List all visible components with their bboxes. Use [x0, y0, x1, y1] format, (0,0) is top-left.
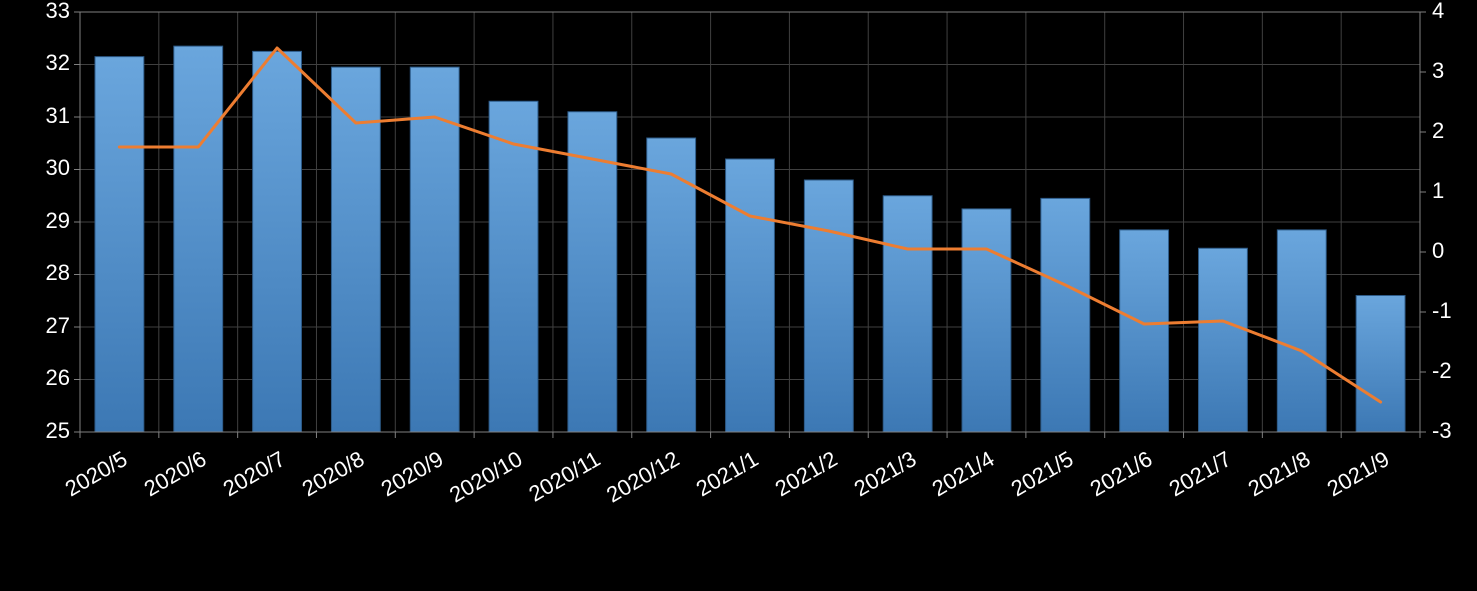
- left-axis-label: 25: [46, 418, 70, 444]
- right-axis-label: -3: [1432, 418, 1452, 444]
- right-axis-label: -1: [1432, 298, 1452, 324]
- left-axis-label: 27: [46, 313, 70, 339]
- left-axis-label: 33: [46, 0, 70, 24]
- bar: [1356, 296, 1405, 433]
- right-axis-label: 3: [1432, 58, 1444, 84]
- left-axis-label: 26: [46, 365, 70, 391]
- left-axis-label: 30: [46, 155, 70, 181]
- bar: [253, 51, 302, 432]
- bar: [962, 209, 1011, 432]
- bar: [1041, 198, 1090, 432]
- right-axis-label: 2: [1432, 118, 1444, 144]
- bar: [726, 159, 775, 432]
- bar: [1199, 248, 1248, 432]
- bar: [883, 196, 932, 432]
- right-axis-label: 0: [1432, 238, 1444, 264]
- bar: [1277, 230, 1326, 432]
- bar: [804, 180, 853, 432]
- bar: [174, 46, 223, 432]
- right-axis-label: 4: [1432, 0, 1444, 24]
- left-axis-label: 32: [46, 50, 70, 76]
- right-axis-label: -2: [1432, 358, 1452, 384]
- bar: [95, 57, 144, 432]
- left-axis-label: 28: [46, 260, 70, 286]
- bar: [489, 101, 538, 432]
- combo-chart: 252627282930313233-3-2-1012342020/52020/…: [0, 0, 1477, 591]
- bar: [1120, 230, 1169, 432]
- right-axis-label: 1: [1432, 178, 1444, 204]
- left-axis-label: 31: [46, 103, 70, 129]
- left-axis-label: 29: [46, 208, 70, 234]
- chart-svg: [0, 0, 1477, 591]
